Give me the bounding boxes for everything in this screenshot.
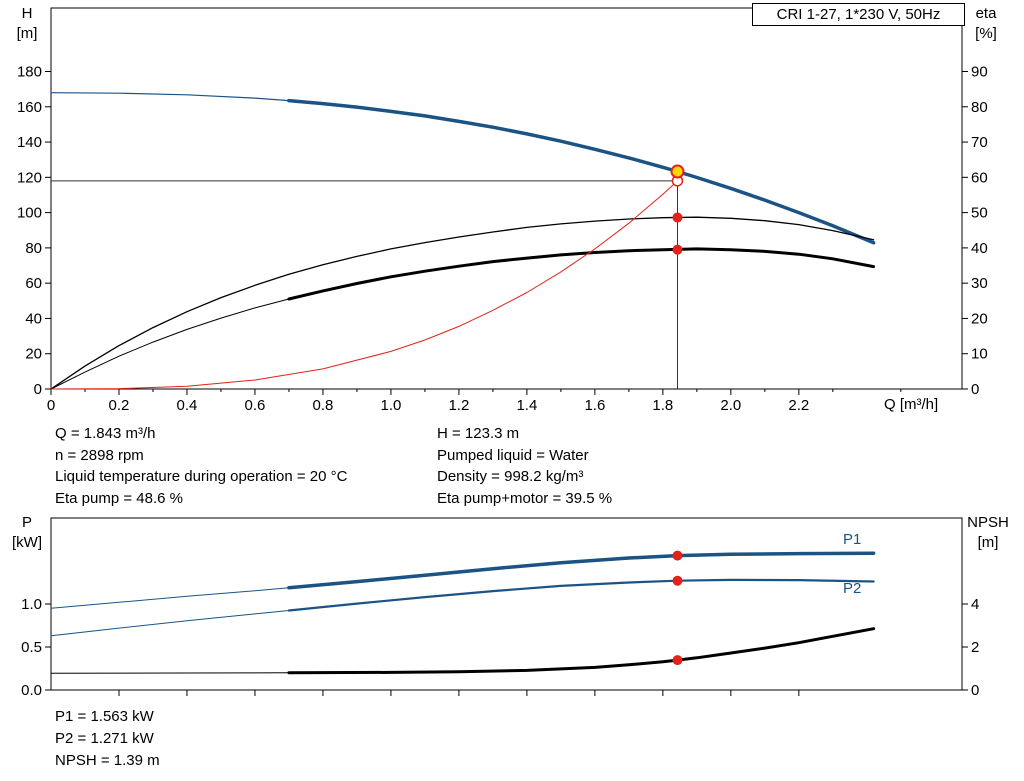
y-left-tick-label: 80 [25,240,42,257]
pump-model-title: CRI 1-27, 1*230 V, 50Hz [752,3,965,26]
y-right-tick-label: 10 [971,346,988,363]
y-left-tick-label: 0 [34,381,42,398]
eta-axis-unit: [%] [975,25,997,42]
y-left-tick-label: 120 [17,169,42,186]
h-axis-symbol: H [21,5,33,22]
eta-axis-unit-label: eta [%] [966,4,1006,44]
p1-curve [287,551,876,590]
x-tick-label: 1.8 [652,397,673,414]
eta-pump-motor-dot [672,244,683,255]
y-right-tick-label: 4 [971,596,979,613]
x-tick-label: 2.2 [788,397,809,414]
info-speed: n = 2898 rpm [55,446,144,464]
eta-pump-curve [50,216,875,390]
h-axis-unit-label: H [m] [6,4,48,44]
p2-curve-thin [50,610,290,637]
y-left-tick-label: 140 [17,134,42,151]
info-p1: P1 = 1.563 kW [55,708,154,725]
y-right-tick-label: 20 [971,310,988,327]
x-tick-label: 1.2 [448,397,469,414]
info-eta-pump: Eta pump = 48.6 % [55,489,183,507]
y-left-tick-label: 0.0 [21,682,42,699]
x-tick-label: 2.0 [720,397,741,414]
p2-label: P2 [843,580,861,597]
x-tick-label: 1.6 [584,397,605,414]
eta-pump-motor-thin [50,298,290,390]
x-tick-label: 0 [47,397,55,414]
x-tick-label: 1.0 [380,397,401,414]
power-info: P1 = 1.563 kW P2 = 1.271 kW NPSH = 1.39 … [55,706,160,772]
npsh-axis-unit: [m] [977,534,999,551]
y-left-tick-label: 160 [17,99,42,116]
h-axis-unit: [m] [16,25,38,42]
y-right-tick-label: 50 [971,205,988,222]
p1-label: P1 [843,531,861,548]
y-right-tick-label: 70 [971,134,988,151]
hq-eta-chart: 0 0.2 0.4 0.6 0.8 1.0 1.2 1.4 1.6 1.8 2.0 2.2 0 20 40 6… [17,7,988,414]
p-axis-symbol: P [21,514,32,531]
x-tick-label: 0.4 [177,397,198,414]
p1-dot [672,550,683,561]
y-left-tick-label: 0.5 [21,639,42,656]
x-tick-label: 0.6 [245,397,266,414]
npsh-dot [672,655,683,666]
x-tick-label: 0.2 [109,397,130,414]
y-left-tick-label: 20 [25,346,42,363]
eta-axis-symbol: eta [975,5,997,22]
info-head: H = 123.3 m [437,425,520,442]
info-flow: Q = 1.843 m³/h [55,425,156,442]
y-right-tick-label: 90 [971,64,988,81]
info-npsh: NPSH = 1.39 m [55,752,160,769]
eta-pump-dot [672,212,683,223]
info-eta-pump-motor: Eta pump+motor = 39.5 % [437,489,613,507]
y-left-tick-label: 60 [25,275,42,292]
y-left-tick-label: 40 [25,310,42,327]
y-right-tick-label: 30 [971,275,988,292]
p2-curve [287,578,875,612]
npsh-curve [287,627,876,675]
p2-dot [672,575,683,586]
npsh-axis-symbol: NPSH [967,514,1009,531]
y-right-tick-label: 0 [971,381,979,398]
y-right-tick-label: 80 [971,99,988,116]
y-left-tick-label: 180 [17,64,42,81]
info-p2: P2 = 1.271 kW [55,730,154,747]
y-right-tick-label: 2 [971,639,979,656]
npsh-axis-unit-label: NPSH [m] [964,513,1012,553]
info-pumped-liquid: Pumped liquid = Water [437,446,589,464]
y-left-tick-label: 100 [17,205,42,222]
p-axis-unit: [kW] [12,534,42,551]
y-right-tick-label: 60 [971,169,988,186]
power-npsh-chart: 0.0 0.5 1.0 0 2 4 P1 P2 [21,517,979,699]
q-axis-label: Q [m³/h] [884,396,939,413]
x-tick-label: 1.4 [516,397,537,414]
system-curve [50,180,678,390]
duty-info-left: Q = 1.843 m³/h n = 2898 rpm Liquid tempe… [55,423,347,509]
info-liquid-temperature: Liquid temperature during operation = 20… [55,468,348,485]
eta-pump-motor-curve [287,247,876,301]
x-tick-label: 0.8 [313,397,334,414]
plot-frame [50,7,963,390]
y-left-tick-label: 1.0 [21,596,42,613]
p-axis-unit-label: P [kW] [6,513,48,553]
duty-info-right: H = 123.3 m Pumped liquid = Water Densit… [437,423,612,509]
p1-curve-thin [50,587,290,609]
hq-curve-thin [50,92,290,102]
hq-curve [287,98,876,245]
plot-frame [50,517,963,691]
info-density: Density = 998.2 kg/m³ [437,468,584,485]
y-right-tick-label: 40 [971,240,988,257]
duty-point [670,164,685,179]
y-right-tick-label: 0 [971,682,979,699]
